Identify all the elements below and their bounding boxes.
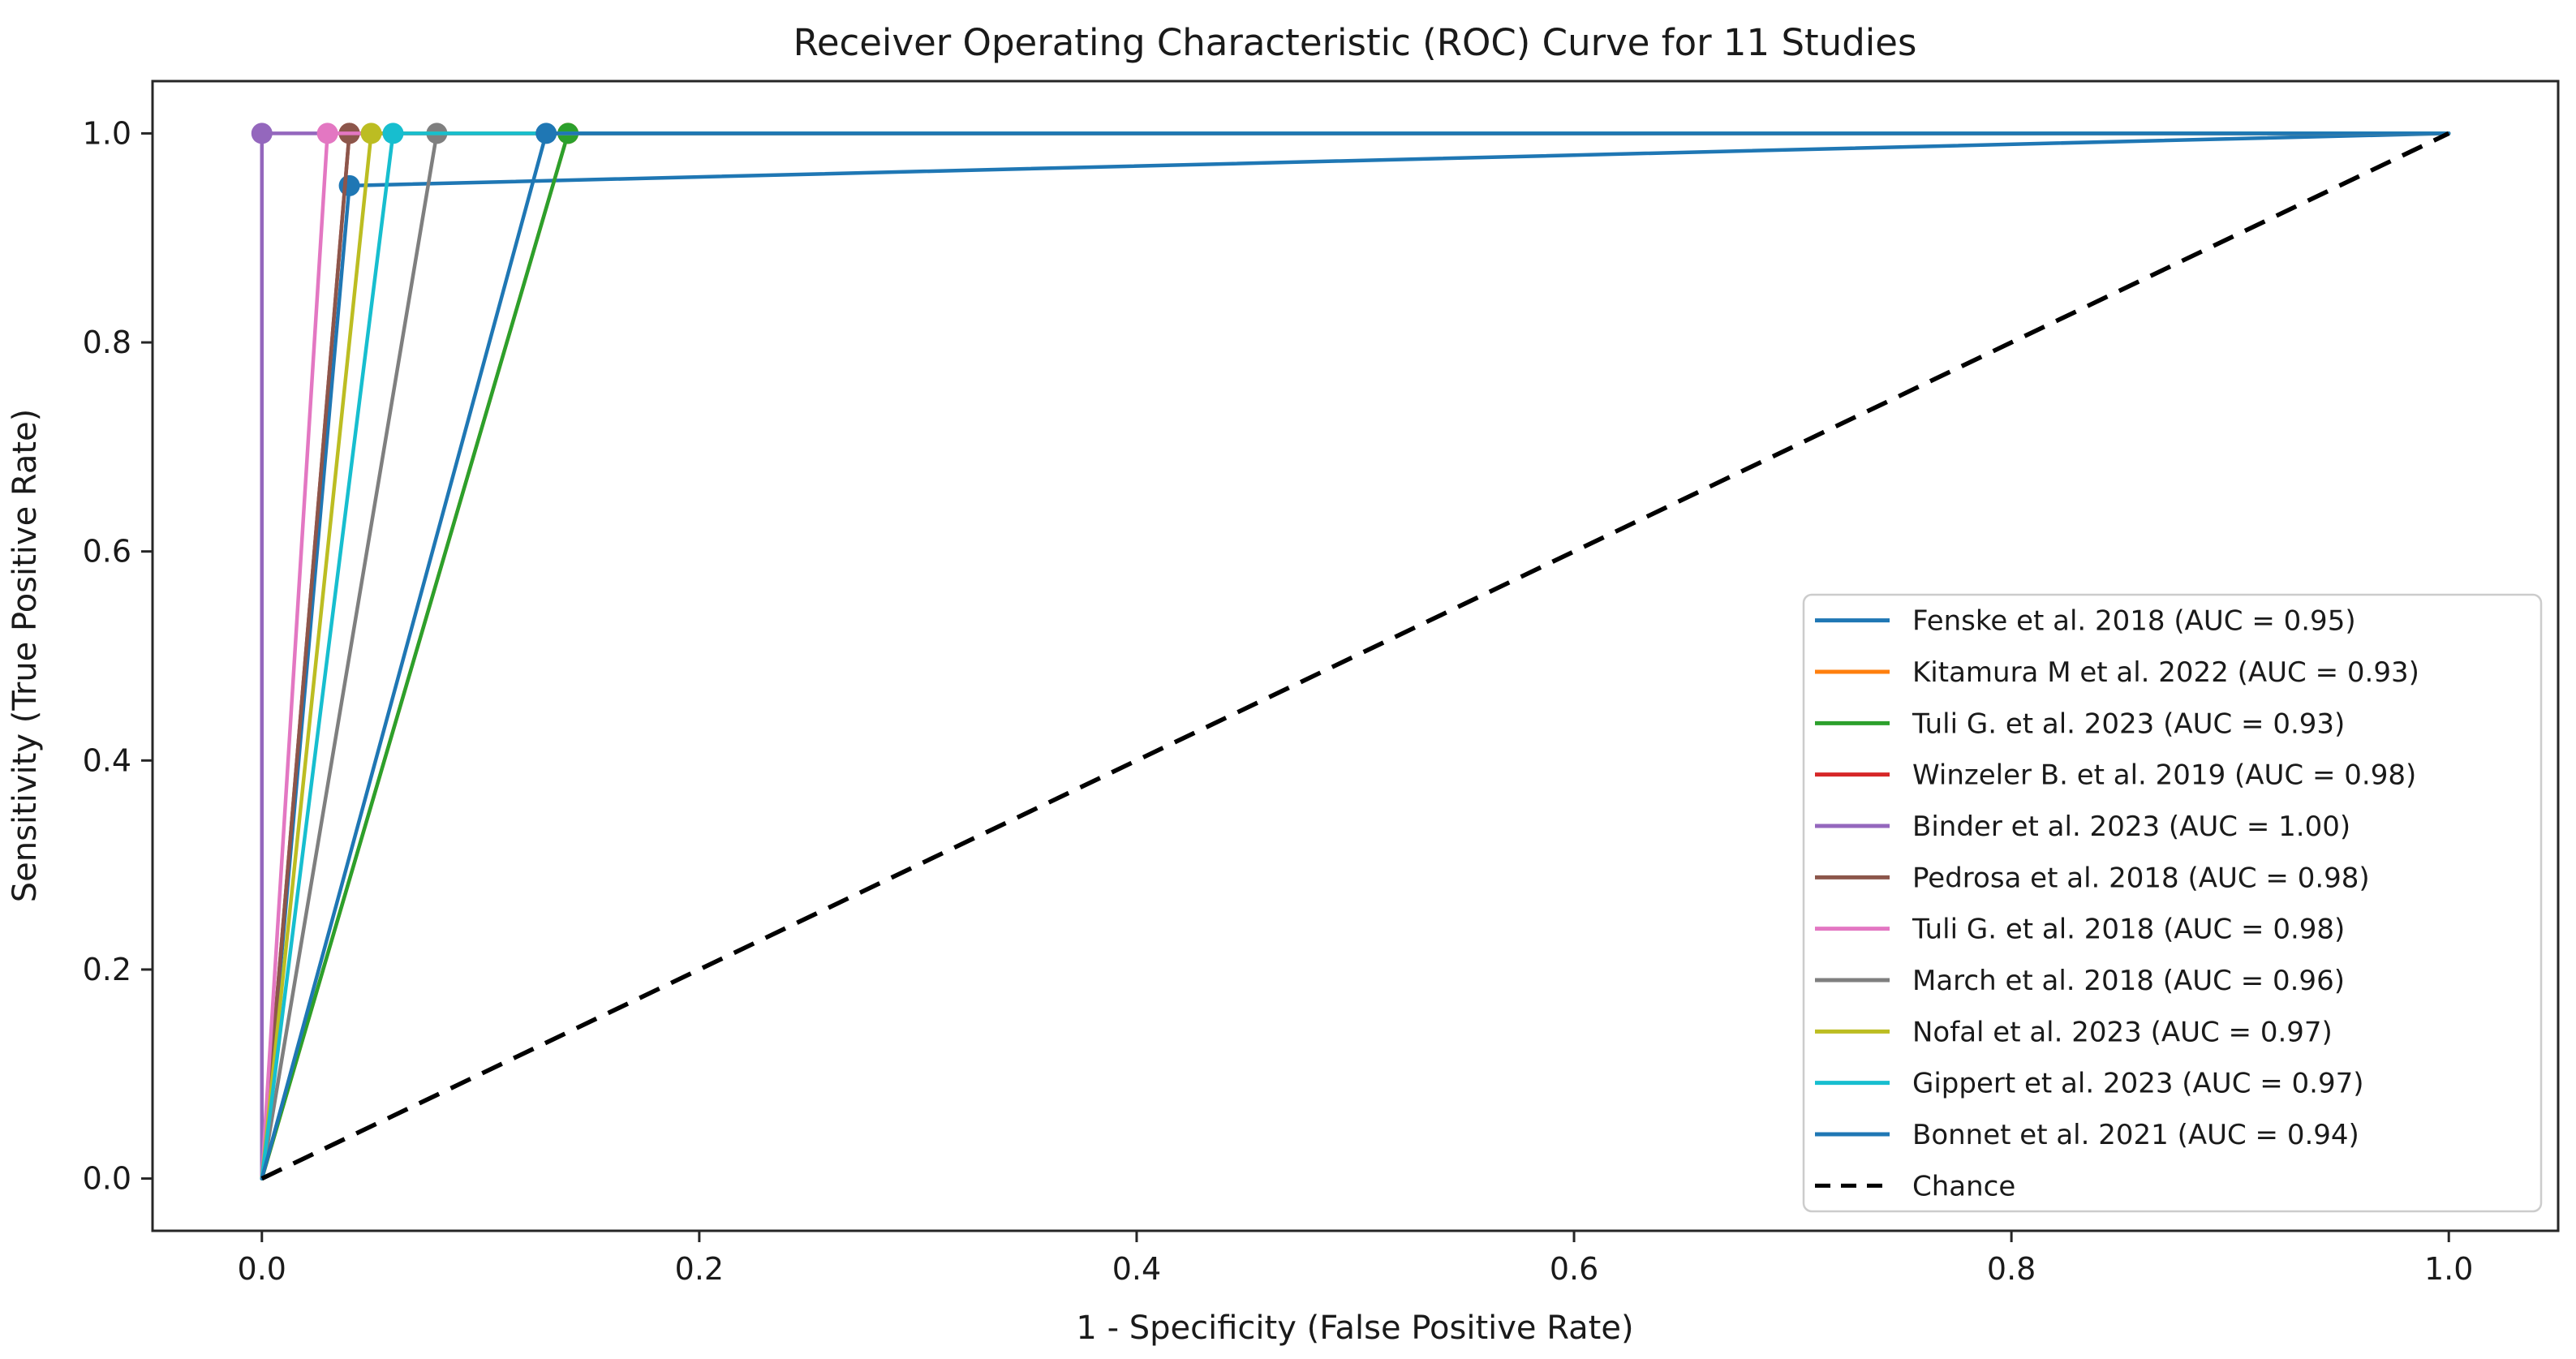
- legend-item: Pedrosa et al. 2018 (AUC = 0.98): [1815, 862, 2370, 894]
- legend-item-label: Fenske et al. 2018 (AUC = 0.95): [1912, 605, 2356, 638]
- y-tick-label: 0.8: [83, 325, 131, 360]
- legend-item-label: Tuli G. et al. 2018 (AUC = 0.98): [1912, 914, 2345, 946]
- y-tick-label: 1.0: [83, 115, 131, 151]
- x-axis-label: 1 - Specificity (False Positive Rate): [1076, 1310, 1633, 1347]
- legend-item-label: Gippert et al. 2023 (AUC = 0.97): [1912, 1068, 2364, 1100]
- legend-item: Binder et al. 2023 (AUC = 1.00): [1815, 811, 2350, 843]
- legend-item-label: Bonnet et al. 2021 (AUC = 0.94): [1912, 1119, 2359, 1151]
- legend-item: Kitamura M et al. 2022 (AUC = 0.93): [1815, 656, 2419, 689]
- legend-item: Tuli G. et al. 2023 (AUC = 0.93): [1815, 707, 2345, 740]
- legend-item-label: Winzeler B. et al. 2019 (AUC = 0.98): [1912, 759, 2416, 792]
- legend-item: Winzeler B. et al. 2019 (AUC = 0.98): [1815, 759, 2416, 792]
- legend-item-label: Kitamura M et al. 2022 (AUC = 0.93): [1912, 656, 2419, 689]
- roc-marker-8: [360, 123, 382, 144]
- roc-marker-0: [338, 174, 360, 196]
- legend-item-label: Pedrosa et al. 2018 (AUC = 0.98): [1912, 862, 2370, 894]
- legend-item: Bonnet et al. 2021 (AUC = 0.94): [1815, 1119, 2359, 1151]
- roc-marker-10: [535, 123, 557, 144]
- chart-title: Receiver Operating Characteristic (ROC) …: [793, 21, 1917, 64]
- x-tick-label: 0.2: [675, 1251, 724, 1287]
- chance-line: [260, 131, 2450, 1181]
- roc-marker-9: [382, 123, 404, 144]
- x-tick-label: 1.0: [2424, 1251, 2473, 1287]
- legend-item-label: Chance: [1912, 1170, 2015, 1202]
- legend-item: Tuli G. et al. 2018 (AUC = 0.98): [1815, 914, 2345, 946]
- legend-item-label: Nofal et al. 2023 (AUC = 0.97): [1912, 1016, 2333, 1048]
- roc-marker-6: [316, 123, 338, 144]
- x-tick-label: 0.6: [1550, 1251, 1598, 1287]
- legend-item: March et al. 2018 (AUC = 0.96): [1815, 965, 2345, 997]
- y-tick-label: 0.6: [83, 534, 131, 570]
- legend: Fenske et al. 2018 (AUC = 0.95) Kitamura …: [1802, 593, 2543, 1213]
- legend-box: [1802, 593, 2543, 1213]
- axes-spines: [151, 80, 2560, 1232]
- y-axis-label: Sensitivity (True Positive Rate): [6, 409, 44, 902]
- legend-item-label: Tuli G. et al. 2023 (AUC = 0.93): [1912, 707, 2345, 740]
- x-tick-label: 0.4: [1112, 1251, 1161, 1287]
- legend-item-label: Binder et al. 2023 (AUC = 1.00): [1912, 811, 2350, 843]
- x-tick-label: 0.8: [1987, 1251, 2036, 1287]
- legend-item: Nofal et al. 2023 (AUC = 0.97): [1815, 1016, 2333, 1048]
- legend-item: Gippert et al. 2023 (AUC = 0.97): [1815, 1068, 2364, 1100]
- roc-marker-4: [251, 123, 273, 144]
- y-tick-label: 0.2: [83, 952, 131, 987]
- legend-item: Chance: [1815, 1170, 2015, 1202]
- legend-item: Fenske et al. 2018 (AUC = 0.95): [1815, 605, 2356, 638]
- y-tick-label: 0.0: [83, 1161, 131, 1197]
- x-tick-label: 0.0: [238, 1251, 286, 1287]
- y-tick-label: 0.4: [83, 742, 131, 778]
- legend-item-label: March et al. 2018 (AUC = 0.96): [1912, 965, 2345, 997]
